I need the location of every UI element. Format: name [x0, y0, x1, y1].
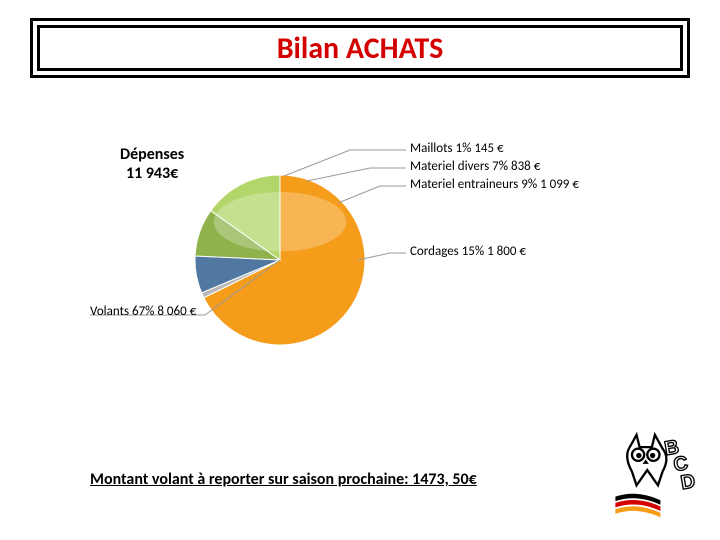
logo-stripes	[615, 494, 660, 518]
pie-label-volants: Volants 67% 8 060 €	[90, 304, 197, 319]
logo-letters: B C D	[663, 436, 697, 494]
svg-text:D: D	[679, 470, 697, 494]
pie-label-cordages: Cordages 15% 1 800 €	[410, 244, 526, 259]
pie-glare	[214, 192, 347, 252]
footer-note: Montant volant à reporter sur saison pro…	[90, 470, 477, 489]
page-title: Bilan ACHATS	[277, 30, 444, 67]
slide: Bilan ACHATS Dépenses 11 943€ Volants 67…	[0, 0, 720, 540]
pie-label-maillots: Maillots 1% 145 €	[410, 141, 504, 156]
pie-label-matdivers: Materiel divers 7% 838 €	[410, 159, 541, 174]
leader-maillots	[284, 150, 406, 176]
leader-matdivers	[307, 168, 406, 181]
pie-svg: Volants 67% 8 060 € Maillots 1% 145 € Mate…	[80, 140, 640, 360]
club-logo: B C D	[610, 430, 700, 520]
title-outer-border: Bilan ACHATS	[30, 18, 690, 78]
title-inner-border: Bilan ACHATS	[37, 25, 683, 71]
pie-label-matentr: Materiel entraineurs 9% 1 099 €	[410, 177, 579, 192]
owl-icon	[627, 435, 666, 485]
title-box: Bilan ACHATS	[30, 18, 690, 78]
leader-matentr	[338, 186, 406, 203]
pie-chart: Volants 67% 8 060 € Maillots 1% 145 € Mate…	[80, 140, 640, 360]
